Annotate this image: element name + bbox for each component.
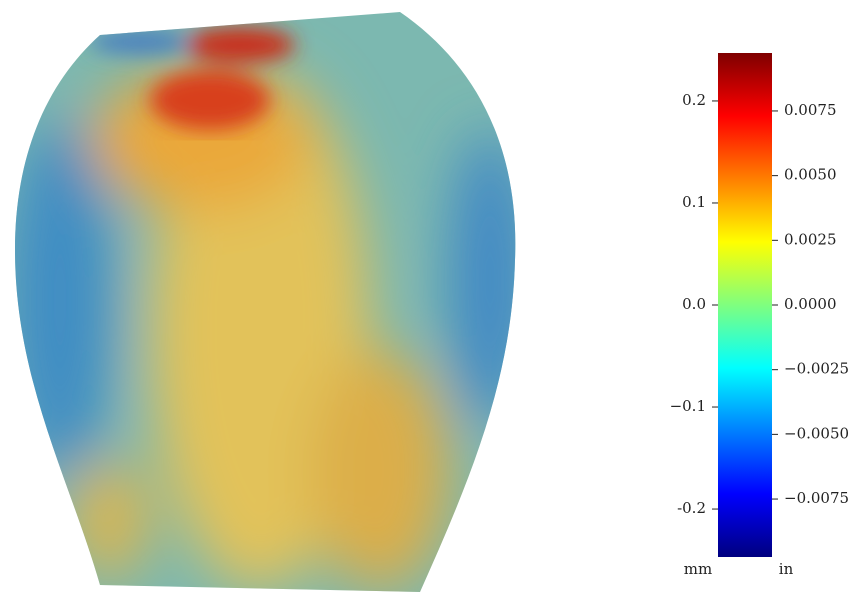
y2-tick-label: 0.0050 [784,166,837,184]
y-tick-label: −0.1 [670,397,706,415]
y2-tick-label: −0.0050 [784,424,849,442]
y2-axis-label: in [779,560,794,578]
y2-tick-label: 0.0025 [784,230,837,248]
vase-surface [15,12,516,592]
y-tick-label: 0.1 [682,193,706,211]
y2-tick-label: 0.0000 [784,295,837,313]
colorbar-gradient [718,53,772,557]
y-tick-label: -0.2 [677,499,706,517]
y-axis-label: mm [684,560,712,578]
y-tick-label: 0.0 [682,295,706,313]
y2-tick-label: −0.0075 [784,489,849,507]
y2-tick-label: −0.0025 [784,360,849,378]
y2-tick-label: 0.0075 [784,101,837,119]
y-tick-label: 0.2 [682,91,706,109]
